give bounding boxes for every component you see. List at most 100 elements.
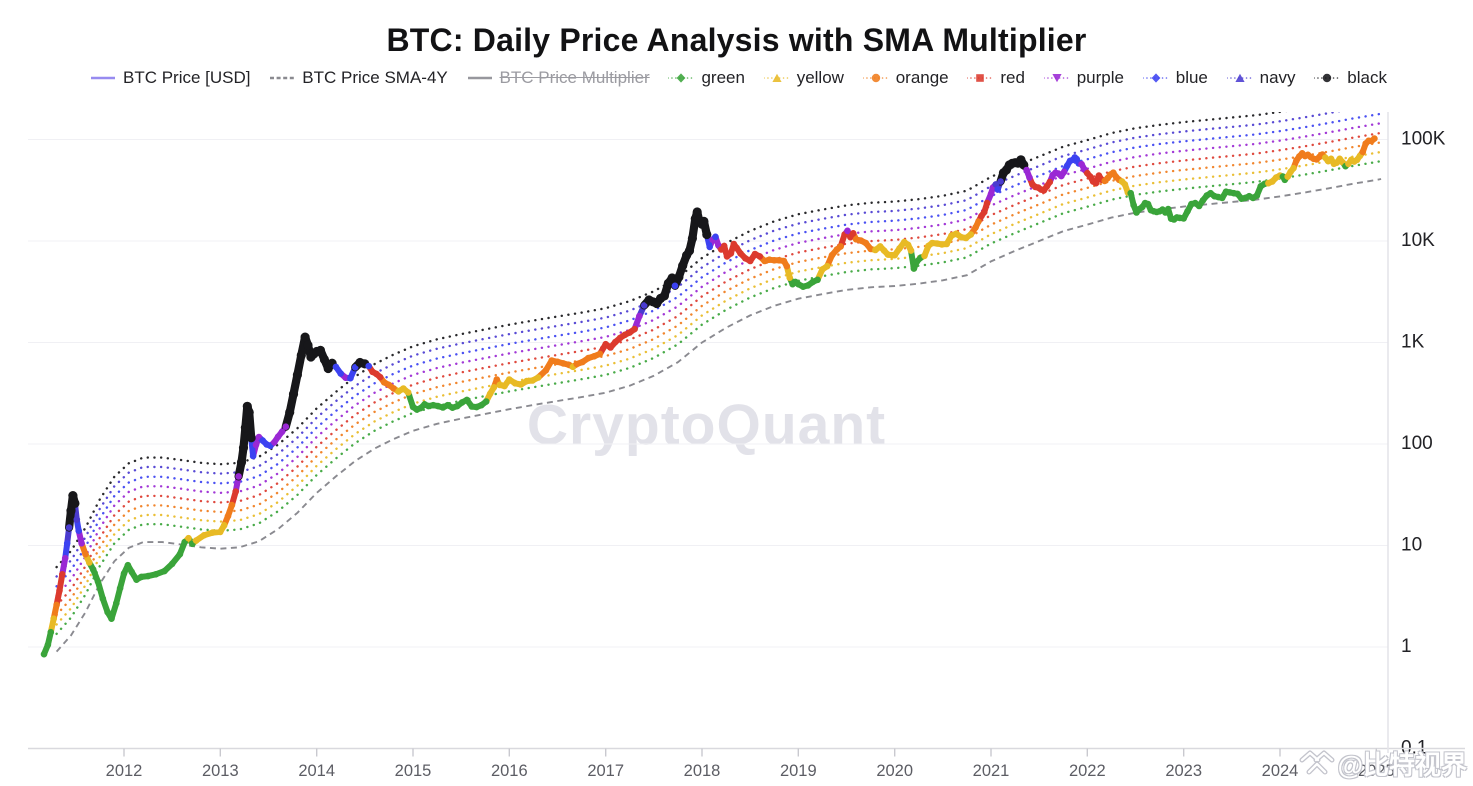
price-point <box>56 587 63 594</box>
legend-item-purple[interactable]: purple <box>1043 68 1124 88</box>
price-point <box>59 571 66 578</box>
price-point <box>590 353 598 360</box>
price-point <box>983 199 991 207</box>
price-point <box>152 571 160 578</box>
price-point <box>68 491 78 501</box>
x-axis-label: 2025 <box>1358 762 1395 780</box>
legend-item-btc-price-sma-4y[interactable]: BTC Price SMA-4Y <box>269 68 448 88</box>
price-point <box>274 433 282 441</box>
y-axis-label: 10 <box>1401 535 1422 556</box>
legend-item-label: red <box>1000 68 1025 87</box>
sma-line <box>55 178 1382 653</box>
price-point <box>89 566 97 573</box>
price-point <box>337 370 345 377</box>
price-point <box>746 257 754 265</box>
price-point <box>560 360 567 367</box>
price-point <box>907 247 915 254</box>
price-point <box>819 266 826 273</box>
price-point <box>823 262 831 270</box>
price-point <box>1234 190 1241 198</box>
price-point <box>1253 192 1261 199</box>
price-point <box>1199 197 1207 204</box>
price-point <box>667 273 677 283</box>
band-line-black <box>55 112 1288 569</box>
price-point <box>636 312 643 320</box>
legend-marker-icon <box>862 73 889 83</box>
legend-item-red[interactable]: red <box>967 68 1025 88</box>
price-segment-k <box>65 155 1028 532</box>
x-axis-label: 2015 <box>395 762 432 780</box>
price-point <box>70 498 80 508</box>
price-point <box>727 250 735 257</box>
legend-item-label: yellow <box>796 68 844 87</box>
price-point <box>828 251 836 259</box>
x-axis-label: 2012 <box>106 762 143 780</box>
legend-item-blue[interactable]: blue <box>1142 68 1208 88</box>
legend-item-green[interactable]: green <box>668 68 745 88</box>
band-line-green <box>55 159 1383 635</box>
legend-line-icon <box>467 76 492 80</box>
y-axis-label: 100 <box>1401 433 1433 454</box>
price-point <box>282 423 290 431</box>
x-axis-label: 2014 <box>298 762 335 780</box>
legend-item-orange[interactable]: orange <box>862 68 949 88</box>
price-point <box>1180 215 1187 222</box>
price-point <box>699 216 709 226</box>
price-point <box>404 389 412 396</box>
price-point <box>684 246 695 256</box>
price-point <box>493 376 501 383</box>
price-point <box>534 374 542 381</box>
legend-item-navy[interactable]: navy <box>1226 68 1296 88</box>
price-point <box>144 572 152 580</box>
y-axis-label: 10K <box>1401 230 1435 251</box>
price-point <box>737 250 744 257</box>
band-line-yellow <box>55 150 1383 626</box>
price-point <box>1078 160 1085 168</box>
price-point <box>168 560 176 568</box>
legend-item-btc-price-usd-[interactable]: BTC Price [USD] <box>90 68 251 88</box>
price-point <box>86 559 93 566</box>
price-point <box>994 186 1001 193</box>
x-axis-label: 2017 <box>587 762 624 780</box>
price-point <box>1359 148 1367 156</box>
y-axis-label: 1K <box>1401 332 1425 353</box>
price-point <box>315 345 326 355</box>
price-point <box>523 377 530 385</box>
price-point <box>385 381 393 389</box>
price-point <box>200 532 208 539</box>
legend-item-black[interactable]: black <box>1314 68 1387 88</box>
legend-item-label: blue <box>1175 68 1208 87</box>
price-point <box>862 239 870 247</box>
price-segment-o <box>50 135 1378 622</box>
price-point <box>61 554 69 562</box>
price-point <box>953 230 960 237</box>
price-point <box>209 529 216 536</box>
price-point <box>997 178 1004 185</box>
price-point <box>347 374 354 382</box>
price-point <box>94 578 102 585</box>
price-point <box>967 231 975 238</box>
price-point <box>780 257 788 265</box>
legend-marker-icon <box>1226 73 1253 82</box>
price-point <box>300 332 310 342</box>
price-point <box>872 246 879 254</box>
band-line-orange <box>55 141 1383 617</box>
price-segment-n <box>64 178 1004 547</box>
price-point <box>814 276 821 284</box>
price-point <box>756 253 764 260</box>
price-point <box>482 398 490 405</box>
x-axis-label: 2023 <box>1165 762 1202 780</box>
price-point <box>626 329 633 336</box>
price-point <box>128 568 135 576</box>
price-point <box>529 377 536 384</box>
legend-item-yellow[interactable]: yellow <box>763 68 844 88</box>
price-point <box>733 244 740 252</box>
price-point <box>585 354 592 362</box>
price-point <box>40 650 48 658</box>
price-point <box>972 224 979 231</box>
legend-item-btc-price-multiplier[interactable]: BTC Price Multiplier <box>467 68 650 88</box>
legend-marker-icon <box>1142 73 1169 83</box>
price-point <box>78 540 85 547</box>
price-point <box>837 243 844 250</box>
legend-marker-icon <box>763 73 790 82</box>
